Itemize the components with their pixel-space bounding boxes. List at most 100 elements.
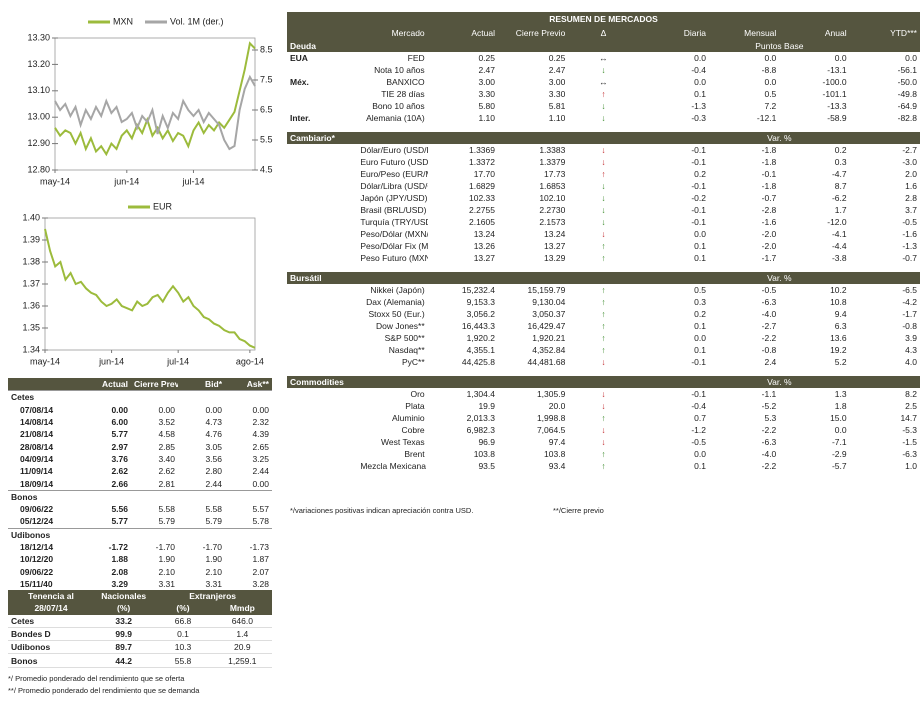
row: EUA FED 0.25 0.25 ↔ 0.0 0.0 0.0 0.0 bbox=[287, 52, 920, 64]
cell: -1.6 bbox=[902, 229, 917, 239]
row: Dow Jones** 16,443.3 16,429.47 ↑ 0.1 -2.7 6.3 -… bbox=[287, 320, 920, 332]
section-unit: Var. % bbox=[638, 272, 920, 284]
row-label: 21/08/14 bbox=[20, 429, 54, 440]
delta-arrow: ↑ bbox=[601, 285, 606, 295]
row: Bono 10 años 5.80 5.81 ↓ -1.3 7.2 -13.3 -64.9 bbox=[287, 100, 920, 112]
section-label: Udibonos bbox=[8, 527, 272, 541]
row: Turquía (TRY/USD) 2.1605 2.1573 ↓ -0.1 -1.6 -1… bbox=[287, 216, 920, 228]
x-tick-label: jul-14 bbox=[166, 356, 189, 366]
cell: 3.31 bbox=[158, 578, 175, 589]
cell: 99.9 bbox=[115, 629, 132, 640]
header-cell bbox=[287, 26, 358, 40]
cell: 10.3 bbox=[174, 642, 192, 653]
cell: 9,130.04 bbox=[532, 297, 566, 307]
section-label: Deuda bbox=[287, 40, 639, 52]
row-name: Oro bbox=[410, 389, 425, 399]
cell: 2.66 bbox=[111, 478, 128, 489]
cell: 20.9 bbox=[234, 642, 251, 653]
row-label: 28/08/14 bbox=[20, 441, 54, 452]
cell: -6.2 bbox=[831, 193, 847, 203]
delta-arrow: ↓ bbox=[601, 193, 606, 203]
cell: -1.2 bbox=[691, 425, 706, 435]
cell: -0.7 bbox=[902, 253, 917, 263]
row-label: 05/12/24 bbox=[20, 516, 54, 527]
row-name: Nikkei (Japón) bbox=[370, 285, 425, 295]
cell: 0.0 bbox=[694, 333, 706, 343]
cell: 7.2 bbox=[764, 101, 777, 111]
cell: -1.72 bbox=[108, 542, 128, 552]
spacer bbox=[287, 264, 920, 272]
cell: -5.3 bbox=[902, 425, 917, 435]
cell: 9,153.3 bbox=[466, 297, 495, 307]
cell: -4.0 bbox=[761, 449, 777, 459]
cell: -0.1 bbox=[761, 169, 777, 179]
header-cell: Cierre Previo bbox=[497, 26, 569, 40]
row: Peso/Dólar Fix (MXN/USD) 13.26 13.27 ↑ 0.1 -2… bbox=[287, 240, 920, 252]
cell: -1.7 bbox=[902, 309, 917, 319]
cell: 10.8 bbox=[830, 297, 847, 307]
cell: 16,429.47 bbox=[527, 321, 566, 331]
row: Méx. BANXICO 3.00 3.00 ↔ 0.0 0.0 -100.0 -50.0 bbox=[287, 76, 920, 88]
cell: 14.7 bbox=[900, 413, 917, 423]
cell: 2.1573 bbox=[539, 217, 566, 227]
row-group bbox=[287, 144, 357, 156]
row-group bbox=[287, 388, 357, 400]
cell: 1.3372 bbox=[468, 157, 495, 167]
row-group: Inter. bbox=[290, 113, 311, 123]
cell: -12.0 bbox=[827, 217, 847, 227]
cell: 2.47 bbox=[548, 65, 566, 75]
row-label: 11/09/14 bbox=[20, 466, 53, 477]
cell: 17.70 bbox=[473, 169, 495, 179]
y2-tick-label: 4.5 bbox=[260, 164, 273, 174]
delta-arrow: ↑ bbox=[601, 345, 606, 355]
row-name: Nota 10 años bbox=[374, 65, 425, 75]
cell: 1.3379 bbox=[539, 157, 566, 167]
cell: 5.79 bbox=[205, 516, 222, 527]
section-label: Bursátil bbox=[287, 272, 639, 284]
cell: 6.00 bbox=[111, 417, 128, 428]
row-name: Dax (Alemania) bbox=[366, 297, 425, 307]
cell: -1.70 bbox=[202, 542, 222, 552]
row: Oro 1,304.4 1,305.9 ↓ -0.1 -1.1 1.3 8.2 bbox=[287, 388, 920, 400]
cell: 1.90 bbox=[158, 554, 175, 565]
cell: 0.2 bbox=[694, 169, 706, 179]
row-label: 18/12/14 bbox=[20, 542, 54, 552]
row: 04/09/14 3.76 3.40 3.56 3.25 bbox=[8, 453, 272, 465]
row-group bbox=[287, 180, 357, 192]
row-group bbox=[287, 308, 357, 320]
row-label: 09/06/22 bbox=[20, 504, 54, 515]
row-group bbox=[287, 424, 357, 436]
y-tick-label: 1.38 bbox=[22, 256, 40, 266]
cell: -1.3 bbox=[902, 241, 917, 251]
series-line bbox=[44, 228, 256, 349]
market-table: RESUMEN DE MERCADOS Mercado Actual Cierre P… bbox=[287, 12, 920, 472]
cell: -0.3 bbox=[691, 113, 706, 123]
header-cell: 28/07/14 bbox=[8, 602, 94, 615]
cell: 13.24 bbox=[544, 229, 566, 239]
row-name: Aluminio bbox=[392, 413, 425, 423]
cell: 9.4 bbox=[834, 309, 847, 319]
row: Nasdaq** 4,355.1 4,352.84 ↑ 0.1 -0.8 19.2 4.3 bbox=[287, 344, 920, 356]
row: 28/08/14 2.97 2.85 3.05 2.65 bbox=[8, 440, 272, 452]
cell: 0.00 bbox=[252, 404, 269, 415]
header-row: Tenencia al Nacionales Extranjeros bbox=[8, 590, 272, 603]
x-tick-label: may-14 bbox=[30, 356, 60, 366]
row: 15/11/40 3.29 3.31 3.31 3.28 bbox=[8, 578, 272, 590]
row-name: Plata bbox=[405, 401, 425, 411]
cell: -2.0 bbox=[761, 241, 777, 251]
cell: -3.8 bbox=[831, 253, 847, 263]
y-tick-label: 1.37 bbox=[22, 278, 40, 288]
cell: 2.47 bbox=[478, 65, 495, 75]
cell: 3.00 bbox=[548, 77, 566, 87]
cell: 0.00 bbox=[205, 404, 222, 415]
section-unit: Puntos Base bbox=[638, 40, 920, 52]
cell: -0.5 bbox=[902, 217, 917, 227]
y-tick-label: 1.39 bbox=[22, 234, 40, 244]
cell: 1.6853 bbox=[539, 181, 566, 191]
cell: -2.8 bbox=[761, 205, 777, 215]
cell: 646.0 bbox=[231, 615, 253, 626]
delta-arrow: ↓ bbox=[601, 357, 606, 367]
y-tick-label: 13.00 bbox=[27, 112, 50, 122]
cell: 1.6 bbox=[905, 181, 917, 191]
spacer bbox=[287, 368, 920, 376]
